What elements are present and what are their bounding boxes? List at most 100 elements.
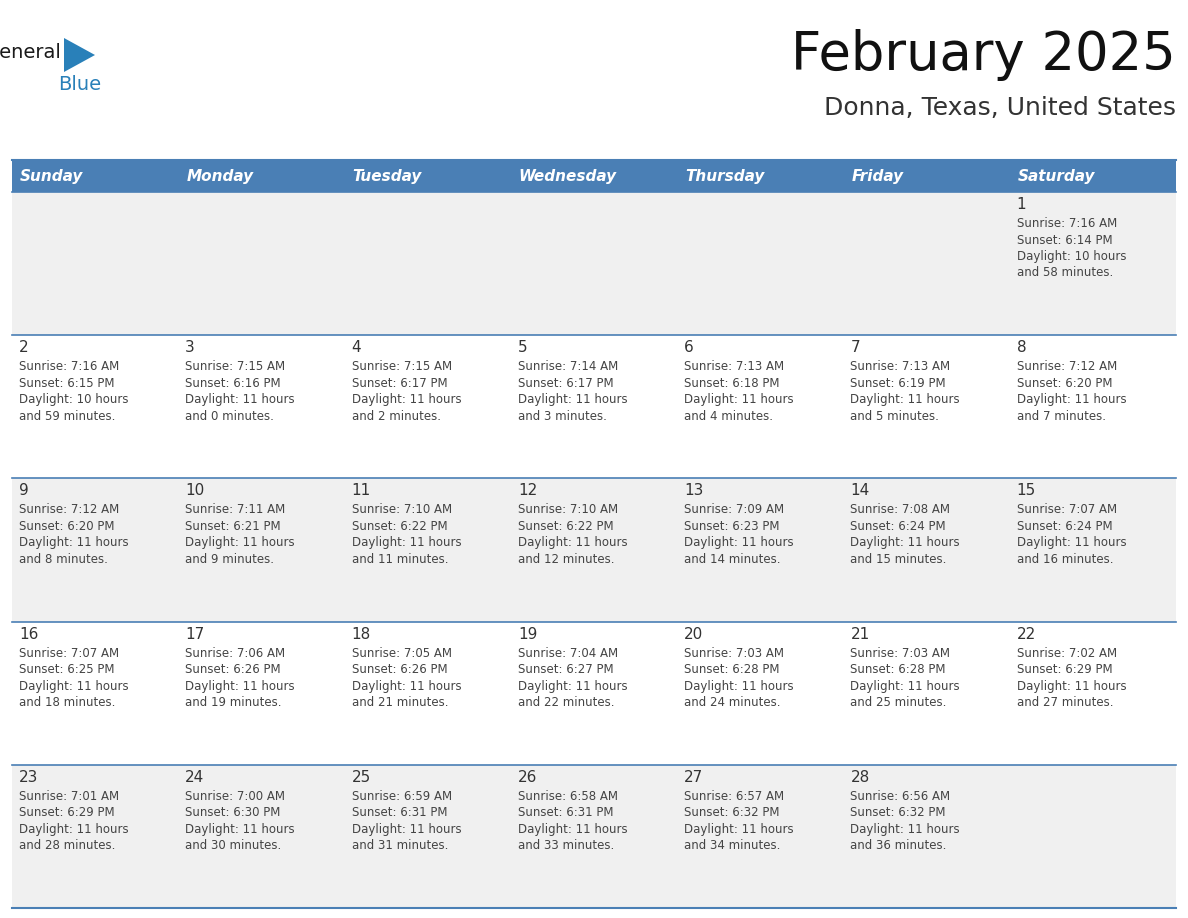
Text: and 2 minutes.: and 2 minutes. — [352, 409, 441, 422]
Text: 27: 27 — [684, 770, 703, 785]
Text: and 21 minutes.: and 21 minutes. — [352, 696, 448, 709]
Bar — [843, 192, 1010, 335]
Text: Daylight: 11 hours: Daylight: 11 hours — [352, 679, 461, 692]
Text: February 2025: February 2025 — [791, 29, 1176, 81]
Text: 7: 7 — [851, 341, 860, 355]
Text: Sunset: 6:32 PM: Sunset: 6:32 PM — [684, 806, 779, 819]
Bar — [511, 621, 677, 765]
Text: and 5 minutes.: and 5 minutes. — [851, 409, 940, 422]
Bar — [178, 621, 345, 765]
Bar — [843, 621, 1010, 765]
Text: Sunset: 6:15 PM: Sunset: 6:15 PM — [19, 376, 114, 390]
Text: 4: 4 — [352, 341, 361, 355]
Text: Sunrise: 7:03 AM: Sunrise: 7:03 AM — [851, 646, 950, 660]
Text: 28: 28 — [851, 770, 870, 785]
Text: Sunrise: 7:12 AM: Sunrise: 7:12 AM — [1017, 360, 1117, 374]
Text: Daylight: 11 hours: Daylight: 11 hours — [1017, 679, 1126, 692]
Text: Sunrise: 6:56 AM: Sunrise: 6:56 AM — [851, 789, 950, 803]
Text: Sunset: 6:24 PM: Sunset: 6:24 PM — [1017, 520, 1112, 533]
Text: and 58 minutes.: and 58 minutes. — [1017, 266, 1113, 279]
Text: 8: 8 — [1017, 341, 1026, 355]
Text: Sunrise: 7:01 AM: Sunrise: 7:01 AM — [19, 789, 119, 803]
Text: Sunrise: 7:13 AM: Sunrise: 7:13 AM — [684, 360, 784, 374]
Text: Daylight: 11 hours: Daylight: 11 hours — [851, 536, 960, 549]
Text: 9: 9 — [19, 484, 29, 498]
Text: Sunrise: 7:08 AM: Sunrise: 7:08 AM — [851, 503, 950, 517]
Text: and 3 minutes.: and 3 minutes. — [518, 409, 607, 422]
Text: and 59 minutes.: and 59 minutes. — [19, 409, 115, 422]
Bar — [345, 160, 511, 192]
Text: Sunrise: 7:07 AM: Sunrise: 7:07 AM — [19, 646, 119, 660]
Text: Sunrise: 7:09 AM: Sunrise: 7:09 AM — [684, 503, 784, 517]
Text: Daylight: 11 hours: Daylight: 11 hours — [851, 679, 960, 692]
Bar — [345, 335, 511, 478]
Text: General: General — [0, 42, 62, 62]
Text: 2: 2 — [19, 341, 29, 355]
Text: Daylight: 11 hours: Daylight: 11 hours — [518, 679, 627, 692]
Bar — [178, 478, 345, 621]
Bar — [1010, 621, 1176, 765]
Bar — [178, 160, 345, 192]
Bar — [1010, 478, 1176, 621]
Text: and 12 minutes.: and 12 minutes. — [518, 553, 614, 565]
Text: Sunset: 6:26 PM: Sunset: 6:26 PM — [185, 663, 280, 676]
Text: and 36 minutes.: and 36 minutes. — [851, 839, 947, 852]
Text: Sunset: 6:24 PM: Sunset: 6:24 PM — [851, 520, 946, 533]
Text: Sunset: 6:14 PM: Sunset: 6:14 PM — [1017, 233, 1112, 247]
Text: and 7 minutes.: and 7 minutes. — [1017, 409, 1106, 422]
Text: Daylight: 11 hours: Daylight: 11 hours — [1017, 536, 1126, 549]
Bar — [677, 478, 843, 621]
Text: Daylight: 11 hours: Daylight: 11 hours — [684, 536, 794, 549]
Text: and 4 minutes.: and 4 minutes. — [684, 409, 773, 422]
Text: Daylight: 11 hours: Daylight: 11 hours — [851, 823, 960, 835]
Text: Sunset: 6:19 PM: Sunset: 6:19 PM — [851, 376, 946, 390]
Bar — [12, 192, 178, 335]
Text: Sunset: 6:30 PM: Sunset: 6:30 PM — [185, 806, 280, 819]
Text: Daylight: 11 hours: Daylight: 11 hours — [185, 679, 295, 692]
Text: Daylight: 11 hours: Daylight: 11 hours — [684, 823, 794, 835]
Bar — [511, 478, 677, 621]
Text: Sunset: 6:21 PM: Sunset: 6:21 PM — [185, 520, 280, 533]
Text: and 14 minutes.: and 14 minutes. — [684, 553, 781, 565]
Text: Daylight: 11 hours: Daylight: 11 hours — [185, 823, 295, 835]
Text: Daylight: 11 hours: Daylight: 11 hours — [518, 393, 627, 406]
Text: Sunrise: 7:00 AM: Sunrise: 7:00 AM — [185, 789, 285, 803]
Text: 24: 24 — [185, 770, 204, 785]
Text: and 18 minutes.: and 18 minutes. — [19, 696, 115, 709]
Bar — [843, 478, 1010, 621]
Text: 19: 19 — [518, 627, 537, 642]
Text: Daylight: 11 hours: Daylight: 11 hours — [19, 536, 128, 549]
Bar — [843, 160, 1010, 192]
Text: Sunset: 6:17 PM: Sunset: 6:17 PM — [518, 376, 613, 390]
Text: 20: 20 — [684, 627, 703, 642]
Text: and 15 minutes.: and 15 minutes. — [851, 553, 947, 565]
Bar — [12, 160, 178, 192]
Bar — [1010, 765, 1176, 908]
Text: Daylight: 11 hours: Daylight: 11 hours — [352, 823, 461, 835]
Text: Sunrise: 6:57 AM: Sunrise: 6:57 AM — [684, 789, 784, 803]
Text: Sunset: 6:27 PM: Sunset: 6:27 PM — [518, 663, 613, 676]
Text: Sunrise: 7:03 AM: Sunrise: 7:03 AM — [684, 646, 784, 660]
Text: Sunset: 6:28 PM: Sunset: 6:28 PM — [851, 663, 946, 676]
Text: 6: 6 — [684, 341, 694, 355]
Text: Daylight: 11 hours: Daylight: 11 hours — [684, 393, 794, 406]
Text: Sunrise: 7:06 AM: Sunrise: 7:06 AM — [185, 646, 285, 660]
Text: 16: 16 — [19, 627, 38, 642]
Text: Sunset: 6:17 PM: Sunset: 6:17 PM — [352, 376, 447, 390]
Text: Sunrise: 7:12 AM: Sunrise: 7:12 AM — [19, 503, 119, 517]
Text: Sunrise: 7:10 AM: Sunrise: 7:10 AM — [518, 503, 618, 517]
Text: Sunset: 6:32 PM: Sunset: 6:32 PM — [851, 806, 946, 819]
Text: and 19 minutes.: and 19 minutes. — [185, 696, 282, 709]
Text: Sunrise: 7:02 AM: Sunrise: 7:02 AM — [1017, 646, 1117, 660]
Text: Daylight: 11 hours: Daylight: 11 hours — [19, 823, 128, 835]
Bar — [677, 621, 843, 765]
Text: Sunrise: 7:04 AM: Sunrise: 7:04 AM — [518, 646, 618, 660]
Text: Daylight: 11 hours: Daylight: 11 hours — [19, 679, 128, 692]
Text: Daylight: 11 hours: Daylight: 11 hours — [1017, 393, 1126, 406]
Text: Monday: Monday — [187, 169, 253, 184]
Text: Sunset: 6:25 PM: Sunset: 6:25 PM — [19, 663, 114, 676]
Text: Daylight: 10 hours: Daylight: 10 hours — [19, 393, 128, 406]
Bar — [511, 192, 677, 335]
Text: 5: 5 — [518, 341, 527, 355]
Text: and 22 minutes.: and 22 minutes. — [518, 696, 614, 709]
